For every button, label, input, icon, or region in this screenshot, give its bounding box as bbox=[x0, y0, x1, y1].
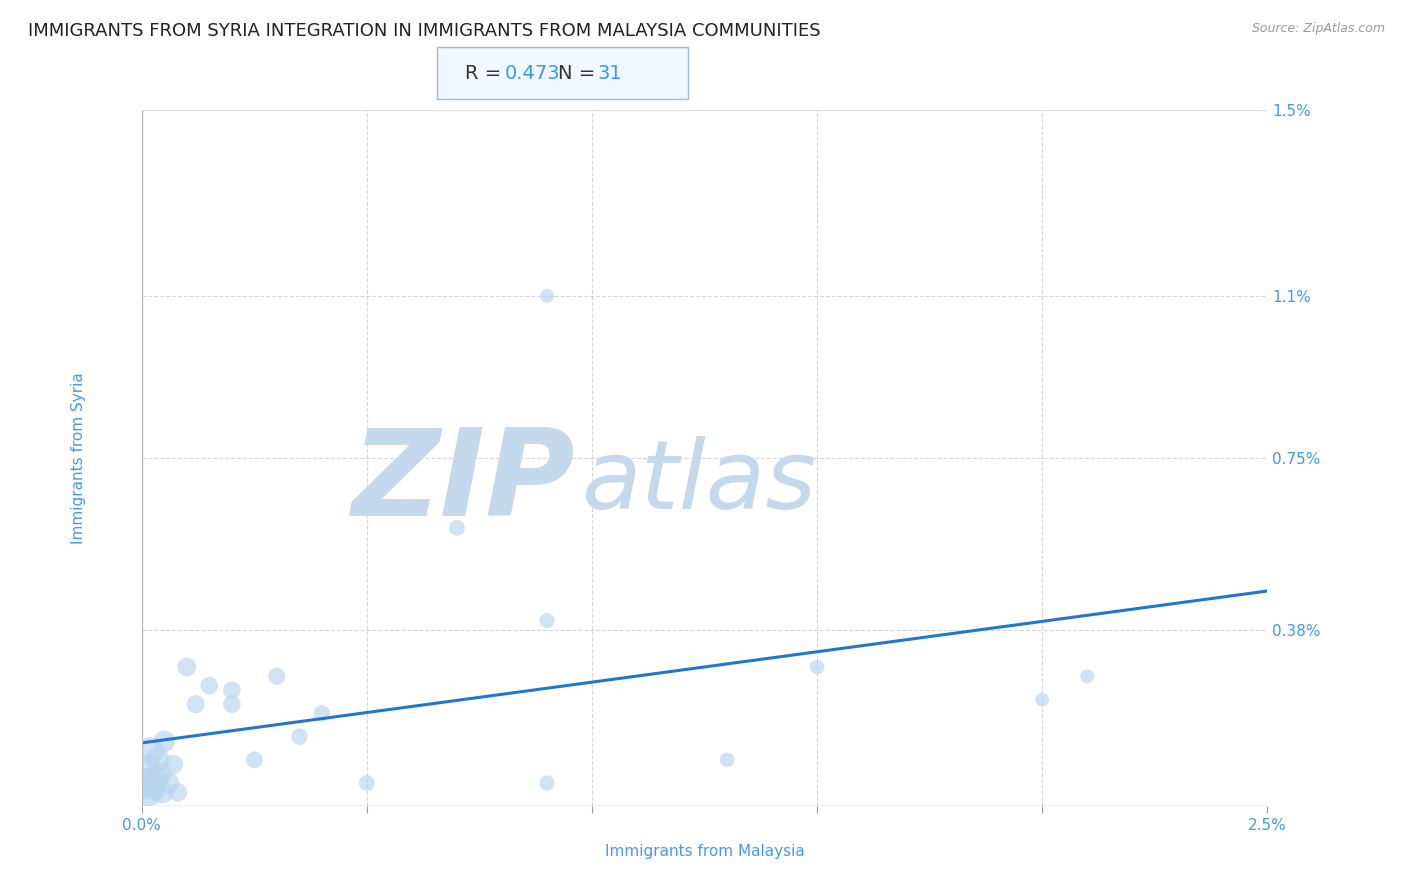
Point bbox=[176, 660, 198, 674]
Point bbox=[536, 614, 558, 628]
Point bbox=[243, 753, 266, 767]
Point bbox=[536, 776, 558, 790]
Text: IMMIGRANTS FROM SYRIA INTEGRATION IN IMMIGRANTS FROM MALAYSIA COMMUNITIES: IMMIGRANTS FROM SYRIA INTEGRATION IN IMM… bbox=[28, 22, 821, 40]
Point bbox=[1031, 692, 1053, 706]
Point bbox=[536, 289, 558, 303]
Point bbox=[221, 697, 243, 711]
Point bbox=[138, 785, 160, 799]
Point bbox=[288, 730, 311, 744]
Point bbox=[266, 669, 288, 683]
Text: Source: ZipAtlas.com: Source: ZipAtlas.com bbox=[1251, 22, 1385, 36]
Text: 0.473: 0.473 bbox=[505, 63, 561, 83]
Text: N =: N = bbox=[558, 63, 602, 83]
X-axis label: Immigrants from Malaysia: Immigrants from Malaysia bbox=[605, 844, 804, 859]
Point bbox=[162, 757, 184, 772]
Point bbox=[166, 785, 188, 799]
Point bbox=[806, 660, 828, 674]
Point bbox=[198, 679, 221, 693]
Point bbox=[221, 683, 243, 698]
Point bbox=[311, 706, 333, 721]
Point bbox=[716, 753, 738, 767]
Point bbox=[139, 743, 162, 757]
Point bbox=[446, 521, 468, 535]
Point bbox=[157, 776, 180, 790]
Point bbox=[135, 762, 157, 776]
Y-axis label: Immigrants from Syria: Immigrants from Syria bbox=[72, 372, 86, 544]
Point bbox=[146, 753, 169, 767]
Point bbox=[149, 766, 172, 780]
Text: R =: R = bbox=[465, 63, 508, 83]
Point bbox=[1076, 669, 1098, 683]
Point bbox=[153, 734, 176, 748]
Point bbox=[132, 776, 155, 790]
Point bbox=[356, 776, 378, 790]
Text: atlas: atlas bbox=[581, 436, 815, 529]
Point bbox=[143, 772, 166, 786]
Text: 31: 31 bbox=[598, 63, 623, 83]
Point bbox=[184, 697, 207, 711]
Point bbox=[150, 785, 173, 799]
Text: ZIP: ZIP bbox=[352, 424, 575, 541]
Point bbox=[142, 780, 165, 795]
